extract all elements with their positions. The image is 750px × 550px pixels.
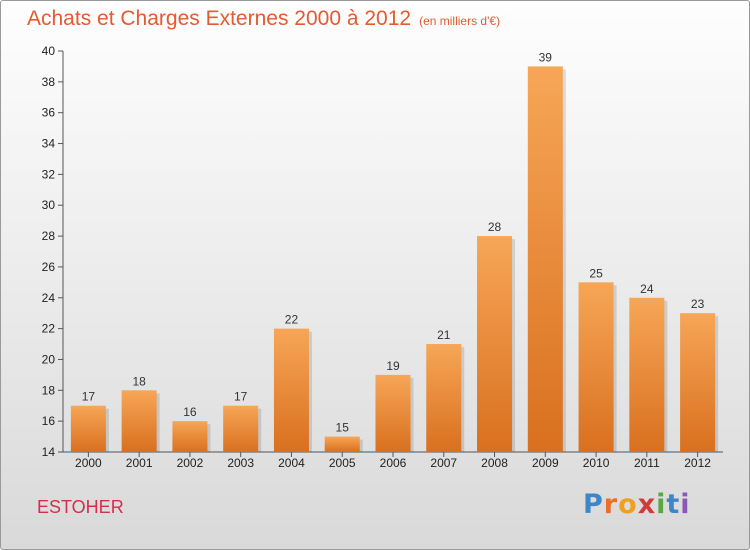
bar [680,313,716,452]
x-tick-label: 2000 [75,456,102,470]
y-tick-label: 28 [42,229,56,243]
data-label: 24 [640,282,654,296]
y-tick-label: 22 [42,322,56,336]
x-tick-label: 2004 [278,456,305,470]
data-label: 17 [82,390,96,404]
bar [477,236,513,452]
chart-title: Achats et Charges Externes 2000 à 2012 (e… [27,7,500,31]
bar [121,390,157,452]
data-label: 16 [183,405,197,419]
y-tick-label: 18 [42,383,56,397]
x-tick-label: 2010 [583,456,610,470]
data-label: 15 [336,421,350,435]
bar [578,282,614,452]
data-label: 21 [437,328,451,342]
unit-label: (en milliers d'€) [419,14,501,28]
data-label: 17 [234,390,248,404]
y-tick-label: 34 [42,137,56,151]
place-name: ESTOHER [37,497,124,517]
y-tick-label: 32 [42,167,56,181]
y-tick-label: 16 [42,414,56,428]
y-tick-label: 20 [42,352,56,366]
bar [70,405,106,452]
y-ticks: 14 16 18 20 22 24 26 28 30 32 34 36 38 40 [42,44,63,459]
data-label: 18 [132,374,146,388]
data-label: 28 [488,220,502,234]
x-tick-label: 2011 [634,456,660,470]
data-label: 25 [589,266,603,280]
x-tick-label: 2005 [329,456,356,470]
bar [629,297,665,452]
x-tick-label: 2002 [177,456,204,470]
data-label: 22 [285,313,299,327]
x-tick-label: 2012 [684,456,711,470]
y-tick-label: 30 [42,198,56,212]
data-label: 23 [691,297,705,311]
data-label: 19 [386,359,400,373]
x-ticks: 2000 2001 2002 2003 2004 2005 2006 2007 2008 2009… [75,452,711,470]
x-tick-label: 2007 [430,456,457,470]
bar [324,436,360,452]
data-label: 39 [539,50,553,64]
y-tick-label: 38 [42,75,56,89]
y-tick-label: 40 [42,44,56,58]
x-tick-label: 2001 [126,456,153,470]
y-tick-label: 36 [42,106,56,120]
y-tick-label: 24 [42,291,56,305]
y-tick-label: 14 [42,445,56,459]
x-tick-label: 2006 [380,456,407,470]
x-tick-label: 2003 [227,456,254,470]
bar [426,344,462,452]
x-tick-label: 2009 [532,456,559,470]
bar [527,66,563,452]
title-text: Achats et Charges Externes 2000 à 2012 [27,7,412,30]
bars: 17 18 16 17 22 15 19 21 28 39 25 24 23 [70,50,719,452]
x-tick-label: 2008 [481,456,508,470]
y-tick-label: 26 [42,260,56,274]
bar [172,421,208,452]
bar [223,405,259,452]
proxiti-logo: Proxiti [583,489,691,520]
bar [273,328,309,452]
bar [375,374,411,452]
